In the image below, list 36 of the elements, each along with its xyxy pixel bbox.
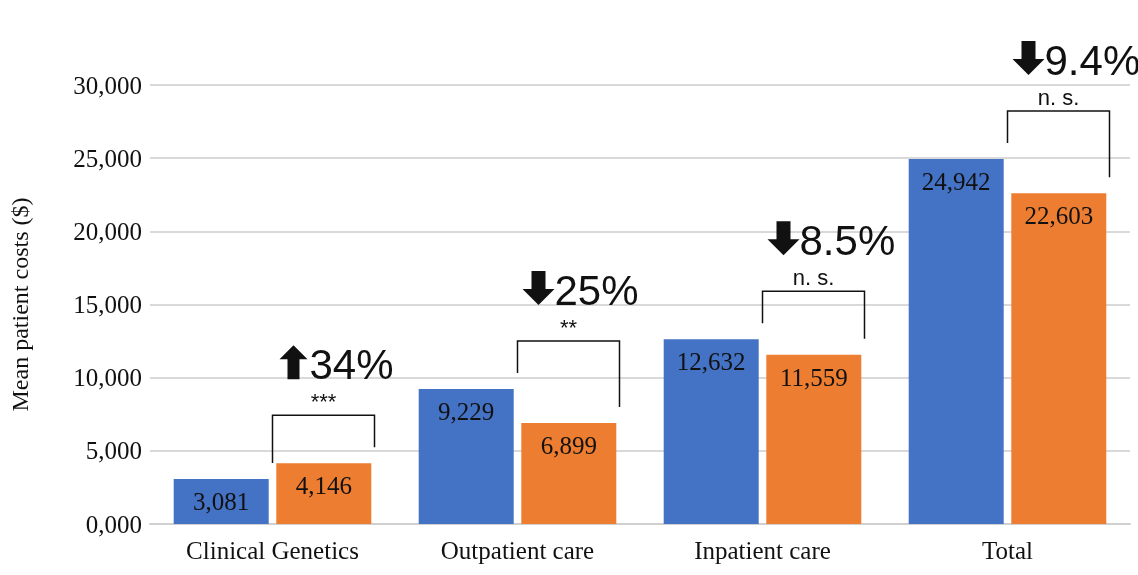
y-tick-label: 0,000 bbox=[85, 510, 142, 538]
annotation: 8.5% bbox=[799, 217, 896, 265]
bar bbox=[276, 463, 372, 524]
text: 9.4% bbox=[1044, 37, 1138, 85]
x-tick-label: Clinical Genetics bbox=[186, 537, 359, 564]
annotation: 34% bbox=[309, 341, 394, 389]
bar bbox=[418, 388, 514, 524]
data-label: 12,632 bbox=[676, 348, 746, 376]
data-label: 24,942 bbox=[921, 168, 991, 196]
data-label: 6,899 bbox=[540, 432, 597, 460]
bar bbox=[1011, 193, 1107, 524]
y-tick-label: 15,000 bbox=[73, 291, 142, 318]
data-label: 3,081 bbox=[193, 487, 250, 515]
data-label: 22,603 bbox=[1024, 202, 1094, 230]
y-tick-label: 25,000 bbox=[73, 144, 142, 172]
bar bbox=[521, 423, 617, 524]
data-label: 11,559 bbox=[779, 363, 848, 391]
y-tick-label: 30,000 bbox=[73, 71, 142, 99]
annotation: ** bbox=[559, 314, 578, 340]
data-label: 9,229 bbox=[438, 397, 495, 425]
data-label: 4,146 bbox=[295, 472, 352, 500]
x-tick-label: Outpatient care bbox=[440, 537, 595, 564]
bar bbox=[908, 159, 1004, 524]
x-tick-label: Inpatient care bbox=[694, 537, 831, 564]
annotation: *** bbox=[310, 389, 337, 415]
y-tick-label: 5,000 bbox=[85, 437, 142, 465]
annotation: n. s. bbox=[1037, 85, 1080, 111]
y-axis-title: Mean patient costs ($) bbox=[7, 197, 33, 412]
bar bbox=[173, 478, 269, 524]
y-tick-label: 10,000 bbox=[73, 364, 142, 392]
annotation: n. s. bbox=[792, 265, 835, 291]
y-tick-label: 20,000 bbox=[73, 217, 142, 245]
annotation: 25% bbox=[554, 266, 639, 314]
x-tick-label: Total bbox=[981, 537, 1034, 564]
bar bbox=[766, 354, 862, 524]
bar bbox=[663, 339, 759, 524]
